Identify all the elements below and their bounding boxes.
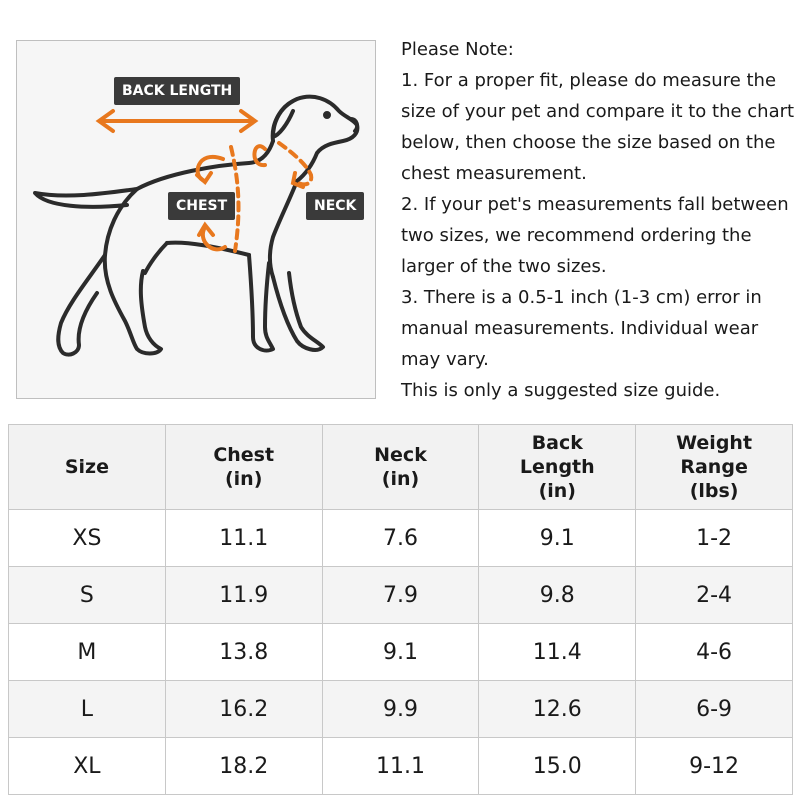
cell-weight-range: 6-9 bbox=[635, 680, 793, 738]
cell-size: L bbox=[8, 680, 166, 738]
dog-measurement-illustration: BACK LENGTH CHEST NECK bbox=[16, 40, 376, 399]
cell-back-length: 9.8 bbox=[478, 566, 637, 624]
cell-neck: 7.9 bbox=[321, 566, 480, 624]
cell-neck: 9.9 bbox=[321, 680, 480, 738]
cell-back-length: 12.6 bbox=[478, 680, 637, 738]
cell-size: S bbox=[8, 566, 166, 624]
dog-outline-illustration bbox=[33, 94, 360, 357]
table-row: XL 18.2 11.1 15.0 9-12 bbox=[8, 737, 793, 795]
cell-neck: 7.6 bbox=[321, 509, 480, 567]
cell-chest: 11.9 bbox=[164, 566, 323, 624]
chest-label: CHEST bbox=[168, 192, 236, 220]
cell-chest: 13.8 bbox=[164, 623, 323, 681]
header-weight-range: Weight Range (lbs) bbox=[635, 424, 793, 510]
header-chest: Chest (in) bbox=[164, 424, 323, 510]
notes-line: This is only a suggested size guide. bbox=[401, 380, 721, 401]
notes-heading: Please Note: bbox=[401, 39, 514, 60]
cell-back-length: 11.4 bbox=[478, 623, 637, 681]
cell-weight-range: 2-4 bbox=[635, 566, 793, 624]
notes-line: may vary. bbox=[401, 349, 489, 370]
header-back-length: Back Length (in) bbox=[478, 424, 637, 510]
notes-line: 1. For a proper fit, please do measure t… bbox=[401, 70, 777, 91]
header-size: Size bbox=[8, 424, 166, 510]
notes-line: larger of the two sizes. bbox=[401, 256, 607, 277]
cell-neck: 9.1 bbox=[321, 623, 480, 681]
table-row: XS 11.1 7.6 9.1 1-2 bbox=[8, 509, 793, 567]
cell-neck: 11.1 bbox=[321, 737, 480, 795]
table-row: L 16.2 9.9 12.6 6-9 bbox=[8, 680, 793, 738]
cell-chest: 18.2 bbox=[164, 737, 323, 795]
table-row: M 13.8 9.1 11.4 4-6 bbox=[8, 623, 793, 681]
neck-label: NECK bbox=[306, 192, 365, 220]
cell-back-length: 9.1 bbox=[478, 509, 637, 567]
size-chart-table: Size Chest (in) Neck (in) Back Length (in) W… bbox=[8, 424, 793, 795]
notes-line: 3. There is a 0.5-1 inch (1-3 cm) error … bbox=[401, 287, 762, 308]
cell-size: M bbox=[8, 623, 166, 681]
cell-weight-range: 4-6 bbox=[635, 623, 793, 681]
size-notes: Please Note: 1. For a proper fit, please… bbox=[401, 34, 796, 406]
notes-line: two sizes, we recommend ordering the bbox=[401, 225, 752, 246]
cell-size: XL bbox=[8, 737, 166, 795]
back-length-label: BACK LENGTH bbox=[114, 77, 241, 105]
notes-line: below, then choose the size based on the bbox=[401, 132, 776, 153]
cell-weight-range: 9-12 bbox=[635, 737, 793, 795]
notes-line: 2. If your pet's measurements fall betwe… bbox=[401, 194, 789, 215]
cell-weight-range: 1-2 bbox=[635, 509, 793, 567]
notes-line: manual measurements. Individual wear bbox=[401, 318, 759, 339]
cell-back-length: 15.0 bbox=[478, 737, 637, 795]
table-row: S 11.9 7.9 9.8 2-4 bbox=[8, 566, 793, 624]
cell-chest: 16.2 bbox=[164, 680, 323, 738]
cell-size: XS bbox=[8, 509, 166, 567]
cell-chest: 11.1 bbox=[164, 509, 323, 567]
notes-line: chest measurement. bbox=[401, 163, 587, 184]
table-header-row: Size Chest (in) Neck (in) Back Length (in) W… bbox=[8, 424, 793, 510]
notes-line: size of your pet and compare it to the c… bbox=[401, 101, 795, 122]
header-neck: Neck (in) bbox=[321, 424, 480, 510]
